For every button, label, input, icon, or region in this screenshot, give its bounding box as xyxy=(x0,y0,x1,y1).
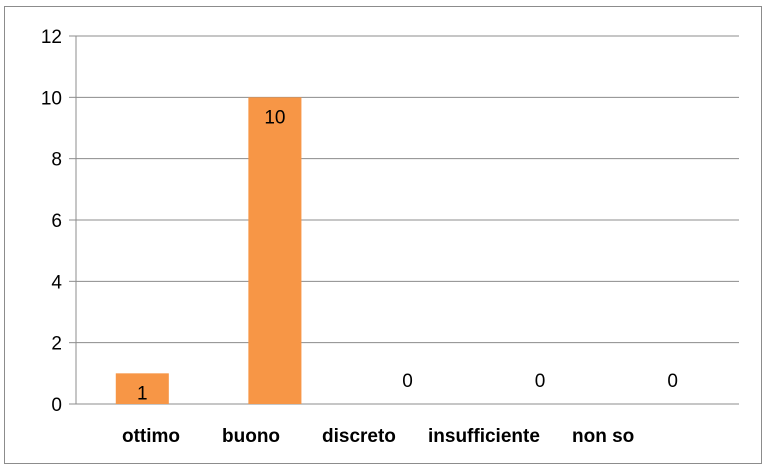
y-tick-label: 12 xyxy=(41,27,62,48)
data-label: 0 xyxy=(535,371,546,392)
axes xyxy=(69,35,739,405)
data-label: 0 xyxy=(402,371,413,392)
bar-buono xyxy=(248,97,302,404)
y-tick-label: 2 xyxy=(51,334,62,355)
y-tick-label: 4 xyxy=(51,272,62,293)
x-category-label: buono xyxy=(222,426,280,447)
bar-ottimo xyxy=(115,373,169,404)
x-category-label: insufficiente xyxy=(428,426,540,447)
x-category-label: discreto xyxy=(322,426,396,447)
y-tick-label: 10 xyxy=(41,88,62,109)
gridlines xyxy=(76,35,739,344)
bars xyxy=(115,97,302,404)
y-tick-label: 8 xyxy=(51,150,62,171)
x-category-label: ottimo xyxy=(122,426,180,447)
data-label: 10 xyxy=(264,107,285,128)
x-category-label: non so xyxy=(572,426,634,447)
labels: 0 2 4 6 8 10 12 1 ottimo 10 buono 0 discreto 0 insuffi… xyxy=(41,27,678,447)
data-label: 0 xyxy=(667,371,678,392)
y-tick-label: 6 xyxy=(51,211,62,232)
y-tick-label: 0 xyxy=(51,395,62,416)
data-label: 1 xyxy=(137,383,148,404)
